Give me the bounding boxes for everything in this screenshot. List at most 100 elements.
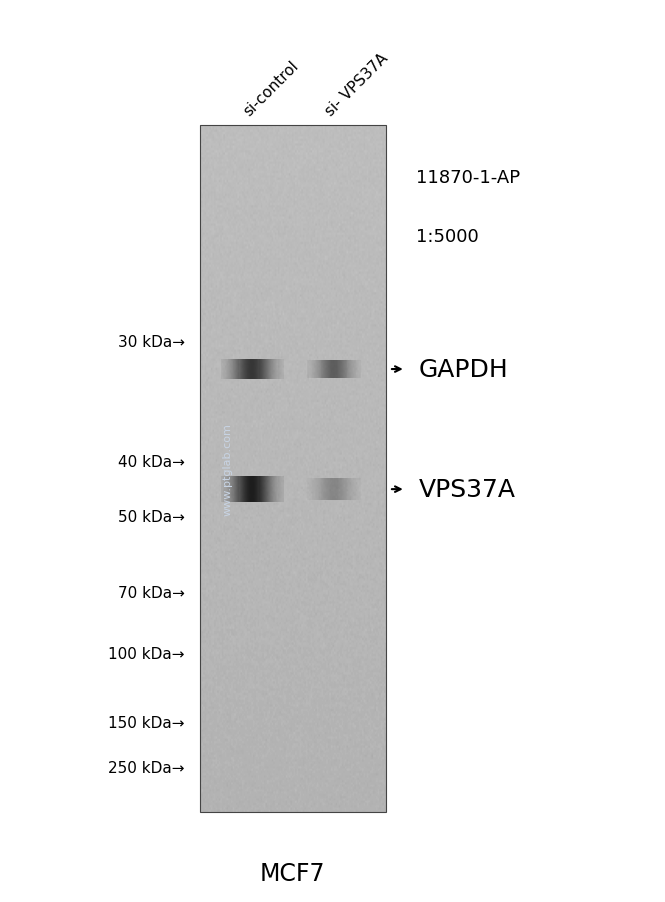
Bar xyxy=(245,359,246,380)
Bar xyxy=(226,476,227,502)
Bar xyxy=(323,479,324,501)
Bar xyxy=(251,359,252,380)
Bar xyxy=(270,476,271,502)
Bar xyxy=(239,476,241,502)
Bar xyxy=(323,361,324,378)
Text: 100 kDa→: 100 kDa→ xyxy=(108,647,185,662)
Bar xyxy=(332,479,333,501)
Bar xyxy=(254,476,255,502)
Bar xyxy=(265,476,266,502)
Bar xyxy=(269,359,270,380)
Bar xyxy=(236,476,237,502)
Bar xyxy=(328,479,329,501)
Bar xyxy=(313,361,315,378)
Bar xyxy=(344,361,346,378)
Bar xyxy=(333,479,334,501)
Bar xyxy=(311,361,312,378)
Bar xyxy=(321,479,323,501)
Bar xyxy=(311,479,312,501)
Text: VPS37A: VPS37A xyxy=(419,478,516,502)
Bar xyxy=(308,479,309,501)
Bar xyxy=(318,361,319,378)
Bar xyxy=(360,479,361,501)
Bar xyxy=(241,359,243,380)
Bar xyxy=(342,361,343,378)
Bar xyxy=(342,479,343,501)
Bar xyxy=(318,479,319,501)
Bar xyxy=(336,479,338,501)
Bar xyxy=(200,126,386,812)
Bar xyxy=(338,361,339,378)
Bar xyxy=(325,479,326,501)
Bar xyxy=(329,479,330,501)
Bar xyxy=(253,476,254,502)
Bar xyxy=(336,361,338,378)
Bar xyxy=(251,476,252,502)
Bar xyxy=(225,476,226,502)
Bar xyxy=(250,359,251,380)
Bar xyxy=(317,361,318,378)
Bar xyxy=(283,476,284,502)
Bar xyxy=(232,476,233,502)
Bar xyxy=(257,359,259,380)
Bar xyxy=(349,479,350,501)
Bar xyxy=(268,359,269,380)
Bar xyxy=(358,361,359,378)
Bar xyxy=(252,476,253,502)
Bar xyxy=(272,476,273,502)
Bar xyxy=(352,361,353,378)
Bar xyxy=(247,476,248,502)
Bar xyxy=(269,476,270,502)
Bar xyxy=(233,359,234,380)
Bar xyxy=(317,479,318,501)
Bar xyxy=(307,479,308,501)
Bar xyxy=(275,476,277,502)
Text: 250 kDa→: 250 kDa→ xyxy=(108,759,185,775)
Bar xyxy=(335,361,336,378)
Bar xyxy=(255,476,257,502)
Bar xyxy=(326,479,327,501)
Bar xyxy=(232,359,233,380)
Bar xyxy=(324,361,325,378)
Bar xyxy=(264,476,265,502)
Bar xyxy=(315,361,316,378)
Bar xyxy=(327,361,328,378)
Bar xyxy=(353,361,354,378)
Bar xyxy=(309,361,310,378)
Bar xyxy=(327,479,328,501)
Text: 30 kDa→: 30 kDa→ xyxy=(118,335,185,350)
Bar xyxy=(263,359,264,380)
Text: www.ptglab.com: www.ptglab.com xyxy=(222,423,233,515)
Bar xyxy=(266,476,267,502)
Bar xyxy=(353,479,354,501)
Bar xyxy=(326,361,327,378)
Bar xyxy=(356,479,357,501)
Bar xyxy=(340,361,341,378)
Bar xyxy=(248,476,249,502)
Bar xyxy=(221,359,223,380)
Bar xyxy=(268,476,269,502)
Bar xyxy=(250,476,251,502)
Bar xyxy=(279,359,281,380)
Bar xyxy=(346,361,348,378)
Bar xyxy=(328,361,329,378)
Bar xyxy=(248,359,249,380)
Bar xyxy=(255,359,257,380)
Bar xyxy=(348,361,349,378)
Bar xyxy=(330,479,331,501)
Bar xyxy=(281,359,282,380)
Bar xyxy=(352,479,353,501)
Bar xyxy=(324,479,325,501)
Bar xyxy=(261,476,263,502)
Bar xyxy=(339,479,340,501)
Bar xyxy=(359,479,360,501)
Bar xyxy=(270,359,271,380)
Bar xyxy=(348,479,349,501)
Bar xyxy=(243,359,245,380)
Bar xyxy=(239,359,241,380)
Bar xyxy=(350,361,351,378)
Bar xyxy=(312,479,313,501)
Bar xyxy=(263,476,264,502)
Bar xyxy=(308,361,309,378)
Bar xyxy=(335,479,336,501)
